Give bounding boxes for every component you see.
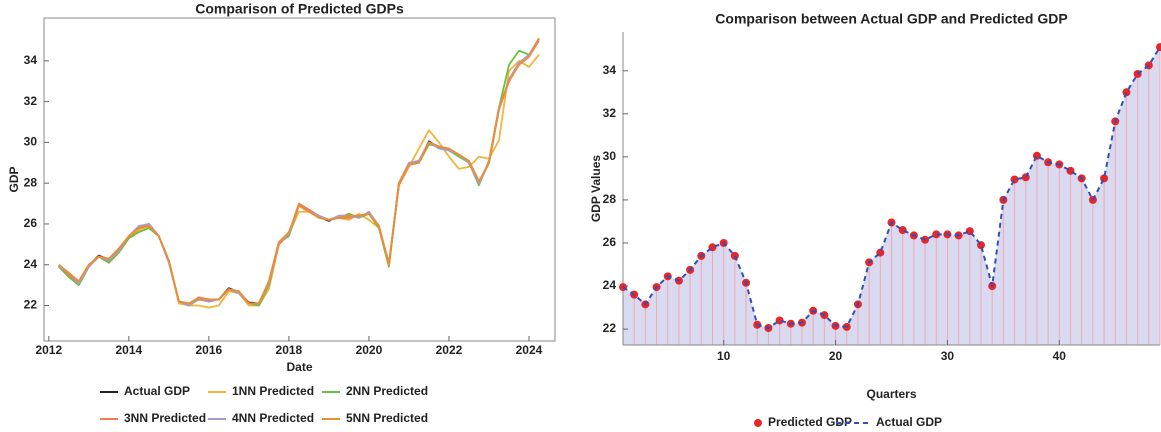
y-tick-label: 28 [24,175,38,189]
plot: 10 20 30 40 22 24 26 28 30 32 34 [603,32,1161,363]
legend-label: 1NN Predicted [232,384,314,398]
legend-label: 3NN Predicted [124,411,206,425]
x-tick-label: 2014 [115,343,142,357]
x-tick-label: 2020 [356,343,383,357]
data-point [730,251,739,260]
data-point [932,230,941,239]
x-tick-label: 20 [829,349,843,363]
legend-label: 4NN Predicted [232,411,314,425]
series-line [58,37,540,306]
y-axis-label: GDP Values [589,155,603,222]
x-tick-label: 2022 [436,343,463,357]
legend-label: 2NN Predicted [346,384,428,398]
y-tick-label: 26 [603,235,617,249]
x-axis-label: Date [286,360,312,374]
y-tick-label: 30 [603,149,617,163]
series-line [58,37,540,307]
y-tick-label: 26 [24,216,38,230]
x-tick-label: 2012 [35,343,62,357]
y-tick-label: 22 [24,298,38,312]
data-point [1122,88,1131,97]
x-tick-label: 2018 [276,343,303,357]
legend-label: Actual GDP [876,415,942,429]
chart-title: Comparison between Actual GDP and Predic… [715,11,1067,27]
y-tick-label: 22 [603,321,617,335]
x-tick-label: 40 [1053,349,1067,363]
chart-title: Comparison of Predicted GDPs [195,1,404,17]
x-axis-label: Quarters [866,387,916,401]
plot-frame [43,17,556,342]
data-point [1032,151,1041,160]
series-line [622,46,1161,329]
y-tick-label: 34 [24,53,38,67]
legend-marker [754,419,762,427]
data-point [1021,173,1030,182]
series-line [58,39,540,307]
y-tick-label: 28 [603,192,617,206]
legend-label: Actual GDP [124,384,190,398]
y-tick-label: 34 [603,63,617,77]
y-tick-label: 32 [603,106,617,120]
x-tick-label: 2016 [196,343,223,357]
y-tick-label: 32 [24,94,38,108]
y-axis-label: GDP [7,166,21,192]
x-tick-label: 2024 [516,343,543,357]
y-tick-label: 24 [603,278,617,292]
series-line [58,37,540,305]
y-tick-label: 24 [24,257,38,271]
series-line [58,54,540,309]
y-tick-label: 30 [24,135,38,149]
data-point [1156,43,1161,52]
x-tick-label: 30 [941,349,955,363]
data-point [921,235,930,244]
plot: 2012 2014 2016 2018 2020 2022 2024 22 24 26 28 30 32… [24,17,556,357]
series-line [58,39,540,305]
legend-label: 5NN Predicted [346,411,428,425]
x-tick-label: 10 [717,349,731,363]
legend-label: Predicted GDP [768,415,852,429]
